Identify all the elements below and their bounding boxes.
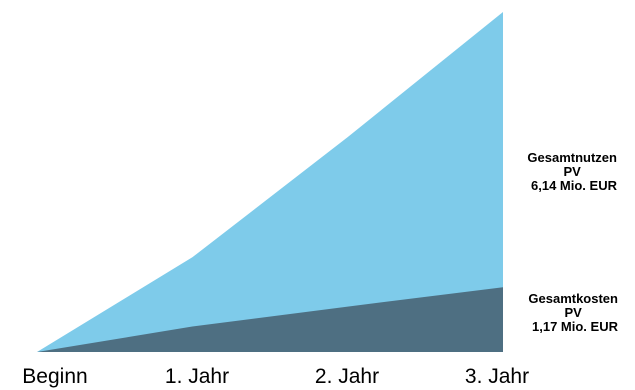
x-tick-label: 3. Jahr [465, 365, 529, 388]
cost-label-line: 1,17 Mio. EUR [532, 319, 619, 334]
x-tick-label: Beginn [22, 365, 87, 388]
benefit-area [37, 12, 503, 352]
x-axis-tick-labels: Beginn 1. Jahr 2. Jahr 3. Jahr [22, 365, 529, 388]
x-tick-label: 2. Jahr [315, 365, 379, 388]
cost-area [37, 287, 503, 352]
benefit-series-label: Gesamtnutzen PV 6,14 Mio. EUR [527, 150, 620, 193]
series-areas [37, 12, 503, 352]
cost-label-line: Gesamtkosten [528, 291, 618, 306]
cost-series-label: Gesamtkosten PV 1,17 Mio. EUR [528, 291, 621, 334]
benefit-label-line: Gesamtnutzen [527, 150, 617, 165]
benefit-label-line: PV [564, 164, 582, 179]
benefit-label-line: 6,14 Mio. EUR [531, 178, 618, 193]
series-labels: Gesamtnutzen PV 6,14 Mio. EUR Gesamtkost… [527, 150, 621, 334]
cost-label-line: PV [565, 305, 583, 320]
x-tick-label: 1. Jahr [165, 365, 229, 388]
